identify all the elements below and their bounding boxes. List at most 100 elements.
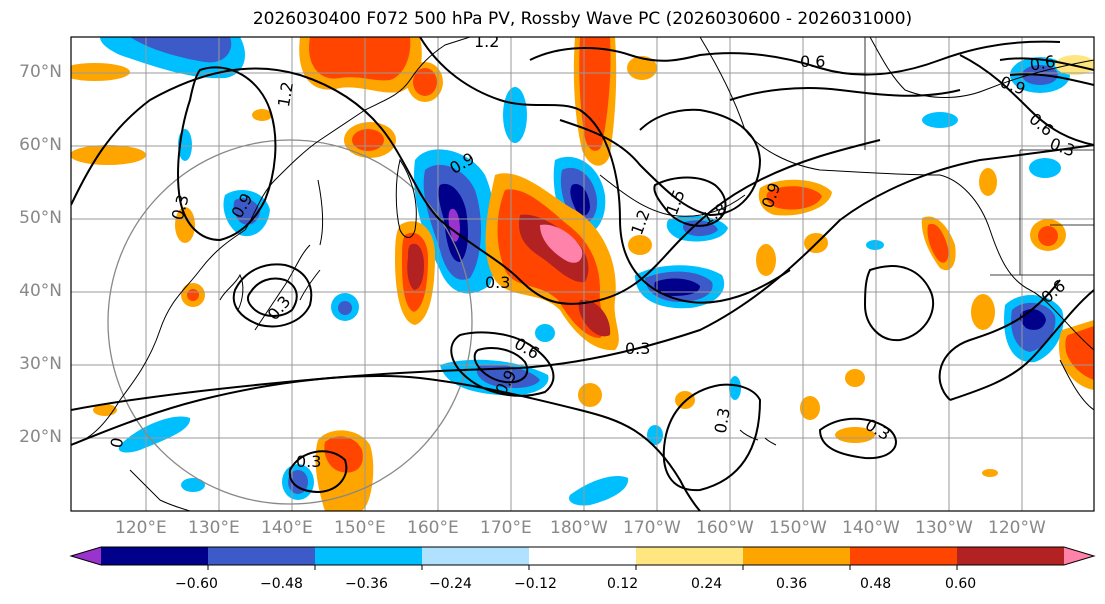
colorbar-segment bbox=[636, 547, 744, 565]
colorbar-tick-label: −0.60 bbox=[175, 576, 218, 592]
hawaii-islands bbox=[739, 429, 777, 446]
neg-anomaly-blob bbox=[866, 240, 884, 250]
pv-contour bbox=[999, 57, 1094, 86]
colorbar-segment bbox=[101, 547, 209, 565]
philippines-coast bbox=[129, 469, 191, 511]
contour-label: 1.2 bbox=[474, 32, 499, 51]
mexico-coast bbox=[1059, 359, 1094, 411]
colorbar-tick-label: 0.12 bbox=[607, 576, 639, 592]
lon-label: 140°W bbox=[842, 518, 900, 538]
lon-label: 140°E bbox=[261, 518, 313, 538]
pos-anomaly-core bbox=[187, 289, 199, 301]
pos-anomaly-center bbox=[407, 243, 424, 290]
neg-anomaly-core bbox=[338, 301, 352, 315]
colorbar-tick-label: −0.48 bbox=[260, 576, 303, 592]
lat-label: 20°N bbox=[19, 427, 62, 447]
pos-anomaly-blob bbox=[252, 109, 272, 121]
colorbar-segment bbox=[208, 547, 316, 565]
colorbar-tick-label: 0.24 bbox=[691, 576, 723, 592]
pv-contour bbox=[938, 279, 1094, 401]
pv-contour bbox=[559, 108, 762, 217]
colorbar bbox=[69, 546, 1096, 570]
pv-contour bbox=[473, 347, 529, 384]
pv-contour bbox=[959, 54, 1094, 146]
colorbar-tick-label: −0.36 bbox=[345, 576, 388, 592]
pv-contour bbox=[529, 40, 1061, 76]
pv-contour bbox=[232, 263, 313, 328]
colorbar-segment bbox=[315, 547, 423, 565]
map-frame bbox=[70, 36, 1095, 512]
pos-anomaly-blob bbox=[845, 369, 865, 387]
pv-contour bbox=[450, 331, 555, 397]
pv-contour bbox=[729, 87, 961, 101]
pos-anomaly-blob bbox=[71, 145, 146, 165]
contour-label: 1.2 bbox=[274, 80, 297, 108]
lon-label: 120°W bbox=[988, 518, 1046, 538]
neg-anomaly-core bbox=[476, 364, 540, 388]
lon-label: 170°E bbox=[480, 518, 532, 538]
pv-contour bbox=[662, 383, 762, 492]
lon-label: 130°E bbox=[188, 518, 240, 538]
colorbar-tick-label: 0.48 bbox=[860, 576, 892, 592]
lon-label: 120°E bbox=[115, 518, 167, 538]
pv-contour bbox=[71, 67, 881, 305]
map-panel: 1.2 1.2 0.6 0.9 0.6 0.3 0.9 0.9 1.2 1.5 … bbox=[71, 32, 1094, 511]
pv-contour bbox=[288, 450, 348, 494]
pv-contours bbox=[71, 37, 1094, 511]
pos-anomaly-core bbox=[766, 186, 822, 210]
colorbar-extend-max bbox=[1064, 547, 1094, 565]
lat-label: 40°N bbox=[19, 281, 62, 301]
contour-label: 0.6 bbox=[800, 52, 825, 71]
neg-anomaly-blob bbox=[647, 425, 663, 445]
colorbar-segment bbox=[529, 547, 637, 565]
pos-anomaly-core bbox=[579, 37, 611, 151]
contour-label: 0.3 bbox=[485, 273, 510, 292]
pos-anomaly-core bbox=[927, 223, 949, 263]
neg-anomaly-blob bbox=[729, 376, 741, 400]
lon-label: 150°E bbox=[334, 518, 386, 538]
contour-label: 0.3 bbox=[625, 339, 650, 358]
colorbar-segment bbox=[850, 547, 958, 565]
colorbar-tick-label: −0.24 bbox=[429, 576, 472, 592]
contour-label: 0.3 bbox=[711, 406, 734, 434]
lon-label: 170°W bbox=[623, 518, 681, 538]
neg-anomaly-blob bbox=[535, 324, 555, 342]
pos-anomaly-blob bbox=[756, 244, 776, 276]
neg-anomaly-blob bbox=[1029, 158, 1061, 178]
pos-anomaly-center bbox=[578, 299, 611, 337]
pos-anomaly-blob bbox=[982, 469, 998, 477]
pos-anomaly-blob bbox=[175, 207, 195, 243]
contour-label: 0.3 bbox=[296, 452, 321, 471]
lon-label: 160°E bbox=[407, 518, 459, 538]
lon-label: 130°W bbox=[915, 518, 973, 538]
colorbar-outline bbox=[69, 546, 1096, 566]
reference-circle bbox=[107, 139, 473, 505]
colorbar-segment bbox=[957, 547, 1065, 565]
lat-label: 70°N bbox=[19, 62, 62, 82]
pos-anomaly-blob bbox=[578, 383, 602, 407]
pos-anomaly-core bbox=[352, 129, 384, 151]
neg-anomaly-core bbox=[130, 37, 232, 63]
contour-label: 0.6 bbox=[1028, 52, 1056, 75]
lat-label: 60°N bbox=[19, 135, 62, 155]
lon-label: 150°W bbox=[769, 518, 827, 538]
neg-anomaly-blob bbox=[181, 478, 205, 492]
pv-contour bbox=[177, 66, 277, 242]
colorbar-tick-label: 0.36 bbox=[776, 576, 808, 592]
sakhalin-coast bbox=[317, 179, 324, 246]
pos-anomaly-core bbox=[413, 68, 437, 96]
neg-anomaly-blob bbox=[503, 87, 527, 143]
pos-anomaly-core bbox=[1065, 326, 1094, 380]
asia-coast bbox=[71, 37, 471, 446]
neg-anomaly-center bbox=[570, 184, 590, 216]
kamchatka-coast bbox=[395, 158, 417, 238]
lon-label: 160°W bbox=[696, 518, 754, 538]
neg-anomaly-blob bbox=[118, 416, 191, 453]
pos-anomaly-core bbox=[309, 37, 411, 81]
pos-anomaly-peak bbox=[540, 224, 583, 263]
colorbar-extend-min bbox=[71, 547, 101, 565]
map-title: 2026030400 F072 500 hPa PV, Rossby Wave … bbox=[252, 9, 913, 29]
pv-contour bbox=[653, 176, 727, 227]
pos-anomaly-blob bbox=[835, 427, 875, 443]
